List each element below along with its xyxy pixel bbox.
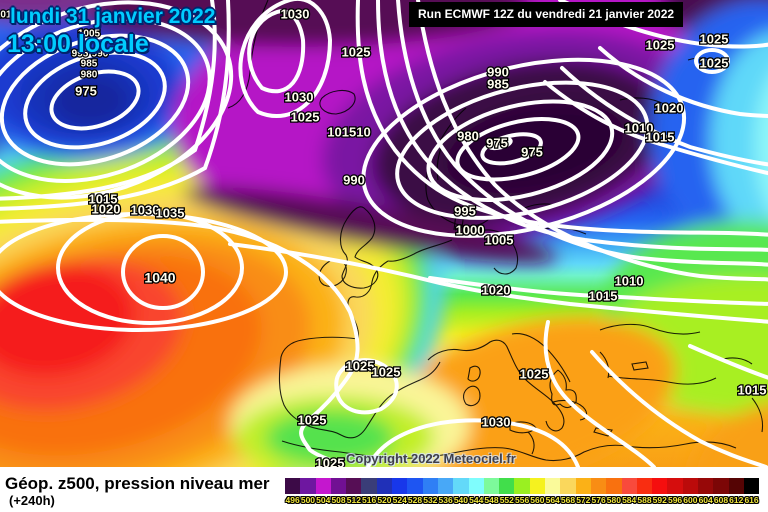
pressure-label: 1025 bbox=[298, 412, 327, 427]
copyright-text: Copyright 2022 Meteociel.fr bbox=[346, 451, 516, 466]
scale-step: 576 bbox=[590, 478, 607, 505]
pressure-label: 1015 bbox=[738, 382, 767, 397]
scale-step: 540 bbox=[453, 478, 469, 505]
pressure-label: 1005 bbox=[485, 232, 514, 247]
scale-step: 604 bbox=[698, 478, 714, 505]
scale-step: 528 bbox=[407, 478, 423, 505]
scale-step: 508 bbox=[330, 478, 347, 505]
pressure-label: 1020 bbox=[655, 100, 684, 115]
pressure-label: 1005 bbox=[78, 29, 101, 40]
pressure-label: 1025 bbox=[372, 364, 401, 379]
pressure-label: 990 bbox=[92, 49, 109, 60]
pressure-label: 1030 bbox=[281, 6, 310, 21]
scale-step: 568 bbox=[560, 478, 576, 505]
pressure-label: 1025 bbox=[700, 31, 729, 46]
pressure-label: 975 bbox=[75, 83, 97, 98]
pressure-label: 1020 bbox=[482, 282, 511, 297]
pressure-label: 1030 bbox=[131, 202, 160, 217]
isobar-contours bbox=[0, 0, 768, 467]
pressure-label: 1015 bbox=[646, 129, 675, 144]
scale-step: 572 bbox=[575, 478, 591, 505]
scale-step: 600 bbox=[682, 478, 699, 505]
valid-time-text: 13:00 locale bbox=[7, 30, 149, 58]
model-run-info-box: Run ECMWF 12Z du vendredi 21 janvier 202… bbox=[409, 2, 684, 27]
scale-step: 596 bbox=[667, 478, 683, 505]
pressure-label: 985 bbox=[487, 76, 509, 91]
scale-step: 516 bbox=[361, 478, 377, 505]
pressure-label: 1010 bbox=[625, 120, 654, 135]
pressure-label: 1020 bbox=[92, 201, 121, 216]
legend-panel: Géop. z500, pression niveau mer (+240h) … bbox=[0, 467, 768, 512]
scale-step: 616 bbox=[743, 478, 760, 505]
pressure-label: 1025 bbox=[646, 37, 675, 52]
pressure-label: 1015 bbox=[0, 10, 18, 21]
scale-step: 564 bbox=[545, 478, 561, 505]
pressure-label: 1000 bbox=[456, 222, 485, 237]
pressure-label: 1015 bbox=[589, 288, 618, 303]
pressure-label: 995 bbox=[454, 203, 476, 218]
pressure-label: 990 bbox=[343, 172, 365, 187]
forecast-step-label: (+240h) bbox=[9, 493, 55, 508]
pressure-label: 995 bbox=[72, 49, 89, 60]
pressure-label: 1025 bbox=[346, 358, 375, 373]
color-scale-legend: 496 500 504 508 512 516 520 524 528 532 536 540 544 5… bbox=[285, 478, 760, 505]
pressure-label: 1010 bbox=[615, 273, 644, 288]
scale-step: 520 bbox=[376, 478, 393, 505]
scale-step: 524 bbox=[392, 478, 408, 505]
scale-step: 608 bbox=[713, 478, 729, 505]
weather-map-svg: 1015100599599098598097510301025103010251… bbox=[0, 0, 768, 467]
pressure-label: 1025 bbox=[700, 55, 729, 70]
scale-step: 580 bbox=[606, 478, 622, 505]
pressure-label: 1030 bbox=[482, 414, 511, 429]
scale-step: 548 bbox=[483, 478, 500, 505]
scale-step: 588 bbox=[636, 478, 653, 505]
map-title: Géop. z500, pression niveau mer bbox=[5, 474, 270, 493]
pressure-label: 980 bbox=[81, 70, 98, 81]
scale-step: 612 bbox=[728, 478, 744, 505]
pressure-label: 1025 bbox=[316, 455, 345, 467]
pressure-label: 101510 bbox=[327, 124, 370, 139]
scale-step: 556 bbox=[514, 478, 530, 505]
map-area: 1015100599599098598097510301025103010251… bbox=[0, 0, 768, 467]
pressure-label: 1015 bbox=[89, 191, 118, 206]
coastlines bbox=[227, 0, 764, 462]
valid-date-text: lundi 31 janvier 2022 bbox=[10, 5, 216, 28]
scale-step: 500 bbox=[300, 478, 316, 505]
scale-step: 512 bbox=[346, 478, 362, 505]
pressure-label: 990 bbox=[487, 64, 509, 79]
pressure-label: 975 bbox=[521, 144, 543, 159]
scale-step: 544 bbox=[468, 478, 484, 505]
pressure-label: 1040 bbox=[144, 270, 175, 286]
scale-step: 584 bbox=[621, 478, 637, 505]
pressure-label: 985 bbox=[81, 59, 98, 70]
scale-step: 552 bbox=[499, 478, 515, 505]
pressure-label: 980 bbox=[457, 128, 479, 143]
scale-step: 536 bbox=[437, 478, 454, 505]
pressure-label: 1025 bbox=[342, 44, 371, 59]
pressure-label: 1035 bbox=[156, 205, 185, 220]
pressure-label: 1025 bbox=[520, 366, 549, 381]
scale-step: 504 bbox=[315, 478, 331, 505]
scale-step: 560 bbox=[529, 478, 546, 505]
scale-step: 532 bbox=[422, 478, 438, 505]
scale-step: 496 bbox=[285, 478, 301, 505]
scale-step: 592 bbox=[652, 478, 668, 505]
pressure-labels: 1015100599599098598097510301025103010251… bbox=[0, 5, 768, 467]
pressure-label: 1025 bbox=[291, 109, 320, 124]
pressure-label: 975 bbox=[486, 135, 508, 150]
pressure-label: 1030 bbox=[285, 89, 314, 104]
